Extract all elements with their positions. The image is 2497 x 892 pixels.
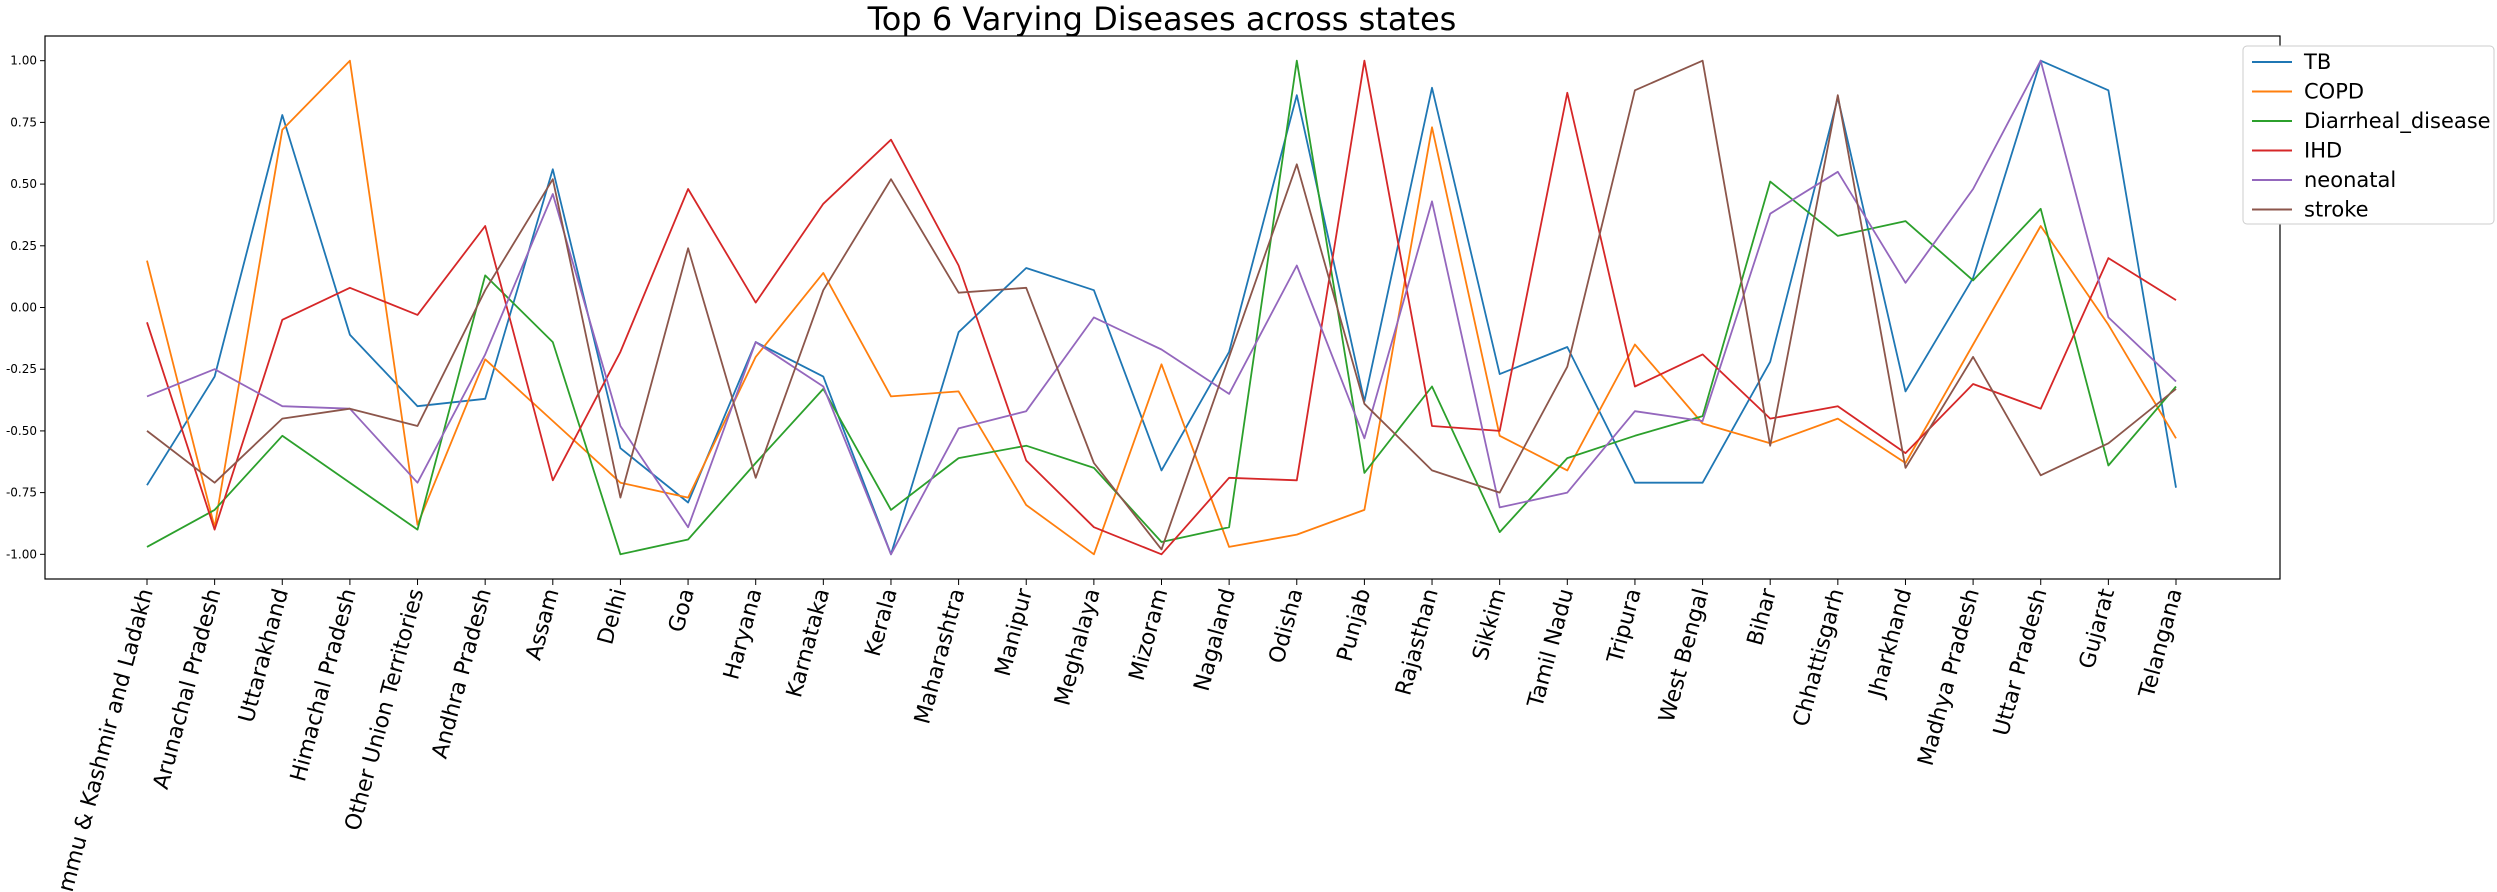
series-line-neonatal (146, 59, 2177, 556)
x-tick-label: Mizoram (1125, 586, 1173, 683)
legend-label: neonatal (2304, 168, 2396, 192)
series-lines (146, 59, 2177, 556)
y-tick-label: -0.25 (6, 362, 37, 376)
legend: TB COPD Diarrheal_disease IHD neonatal stroke (2242, 45, 2495, 225)
x-tick-label: Arunachal Pradesh (149, 586, 227, 792)
series-line-tb (146, 59, 2177, 556)
x-tick-label: Kerala (861, 586, 903, 659)
legend-box (2242, 45, 2495, 225)
x-tick-label: Delhi (593, 586, 632, 647)
x-tick-label: Meghalaya (1050, 586, 1105, 708)
x-tick-label: Manipur (991, 585, 1039, 679)
legend-label: IHD (2304, 139, 2342, 163)
chart-title: Top 6 Varying Diseases across states (867, 0, 1457, 38)
y-tick-label: -1.00 (6, 547, 37, 561)
y-tick-label: -0.50 (6, 424, 37, 438)
legend-label: Diarrheal_disease (2304, 109, 2491, 134)
y-tick-label: 0.25 (10, 239, 37, 253)
x-tick-label: Chhattisgarh (1789, 586, 1850, 729)
y-tick-label: 0.75 (10, 115, 37, 129)
legend-label: TB (2303, 50, 2331, 74)
x-tick-label: Tamil Nadu (1523, 586, 1579, 711)
legend-label: stroke (2304, 198, 2369, 222)
x-tick-label: Uttar Pradesh (1989, 586, 2052, 739)
y-tick-label: -0.75 (6, 486, 37, 500)
series-line-ihd (146, 59, 2177, 556)
y-tick-label: 0.00 (10, 301, 37, 315)
x-tick-label: Himachal Pradesh (286, 586, 362, 784)
x-tick-label: Assam (522, 586, 565, 663)
x-tick-label: Karnataka (782, 586, 835, 700)
x-tick-label: Uttarakhand (234, 586, 294, 725)
x-tick-label: Sikkim (1468, 586, 1511, 663)
x-tick-label: Tripura (1603, 586, 1647, 667)
x-tick-label: Haryana (719, 586, 767, 682)
x-tick-label: Andhra Pradesh (428, 586, 497, 761)
x-tick-label: Gujarat (2075, 586, 2120, 672)
series-line-diarrheal-disease (146, 59, 2177, 556)
x-tick-label: Jharkhand (1864, 586, 1917, 702)
series-line-stroke (146, 59, 2177, 551)
y-axis: 1.00 0.75 0.50 0.25 0.00 -0.25 -0.50 -0.75 -1.00 (6, 54, 45, 561)
y-tick-label: 1.00 (10, 54, 37, 68)
x-tick-label: Punjab (1333, 586, 1376, 664)
x-tick-label: Rajasthan (1391, 586, 1443, 698)
x-tick-label: Odisha (1265, 586, 1309, 666)
x-tick-label: West Bengal (1655, 586, 1715, 725)
series-line-copd (146, 59, 2177, 556)
x-tick-label: Maharashtra (910, 586, 970, 727)
x-tick-label: Jammu & Kashmir and Ladakh (48, 586, 159, 892)
x-tick-label: Other Union Territories (341, 586, 430, 833)
x-tick-label: Bihar (1743, 585, 1782, 648)
plot-area (44, 35, 2281, 580)
x-tick-label: Goa (664, 586, 700, 635)
x-tick-label: Madhya Pradesh (1914, 586, 1985, 768)
x-tick-label: Nagaland (1190, 586, 1241, 694)
y-tick-label: 0.50 (10, 177, 37, 191)
legend-label: COPD (2304, 80, 2364, 104)
x-tick-label: Telangana (2134, 586, 2187, 701)
